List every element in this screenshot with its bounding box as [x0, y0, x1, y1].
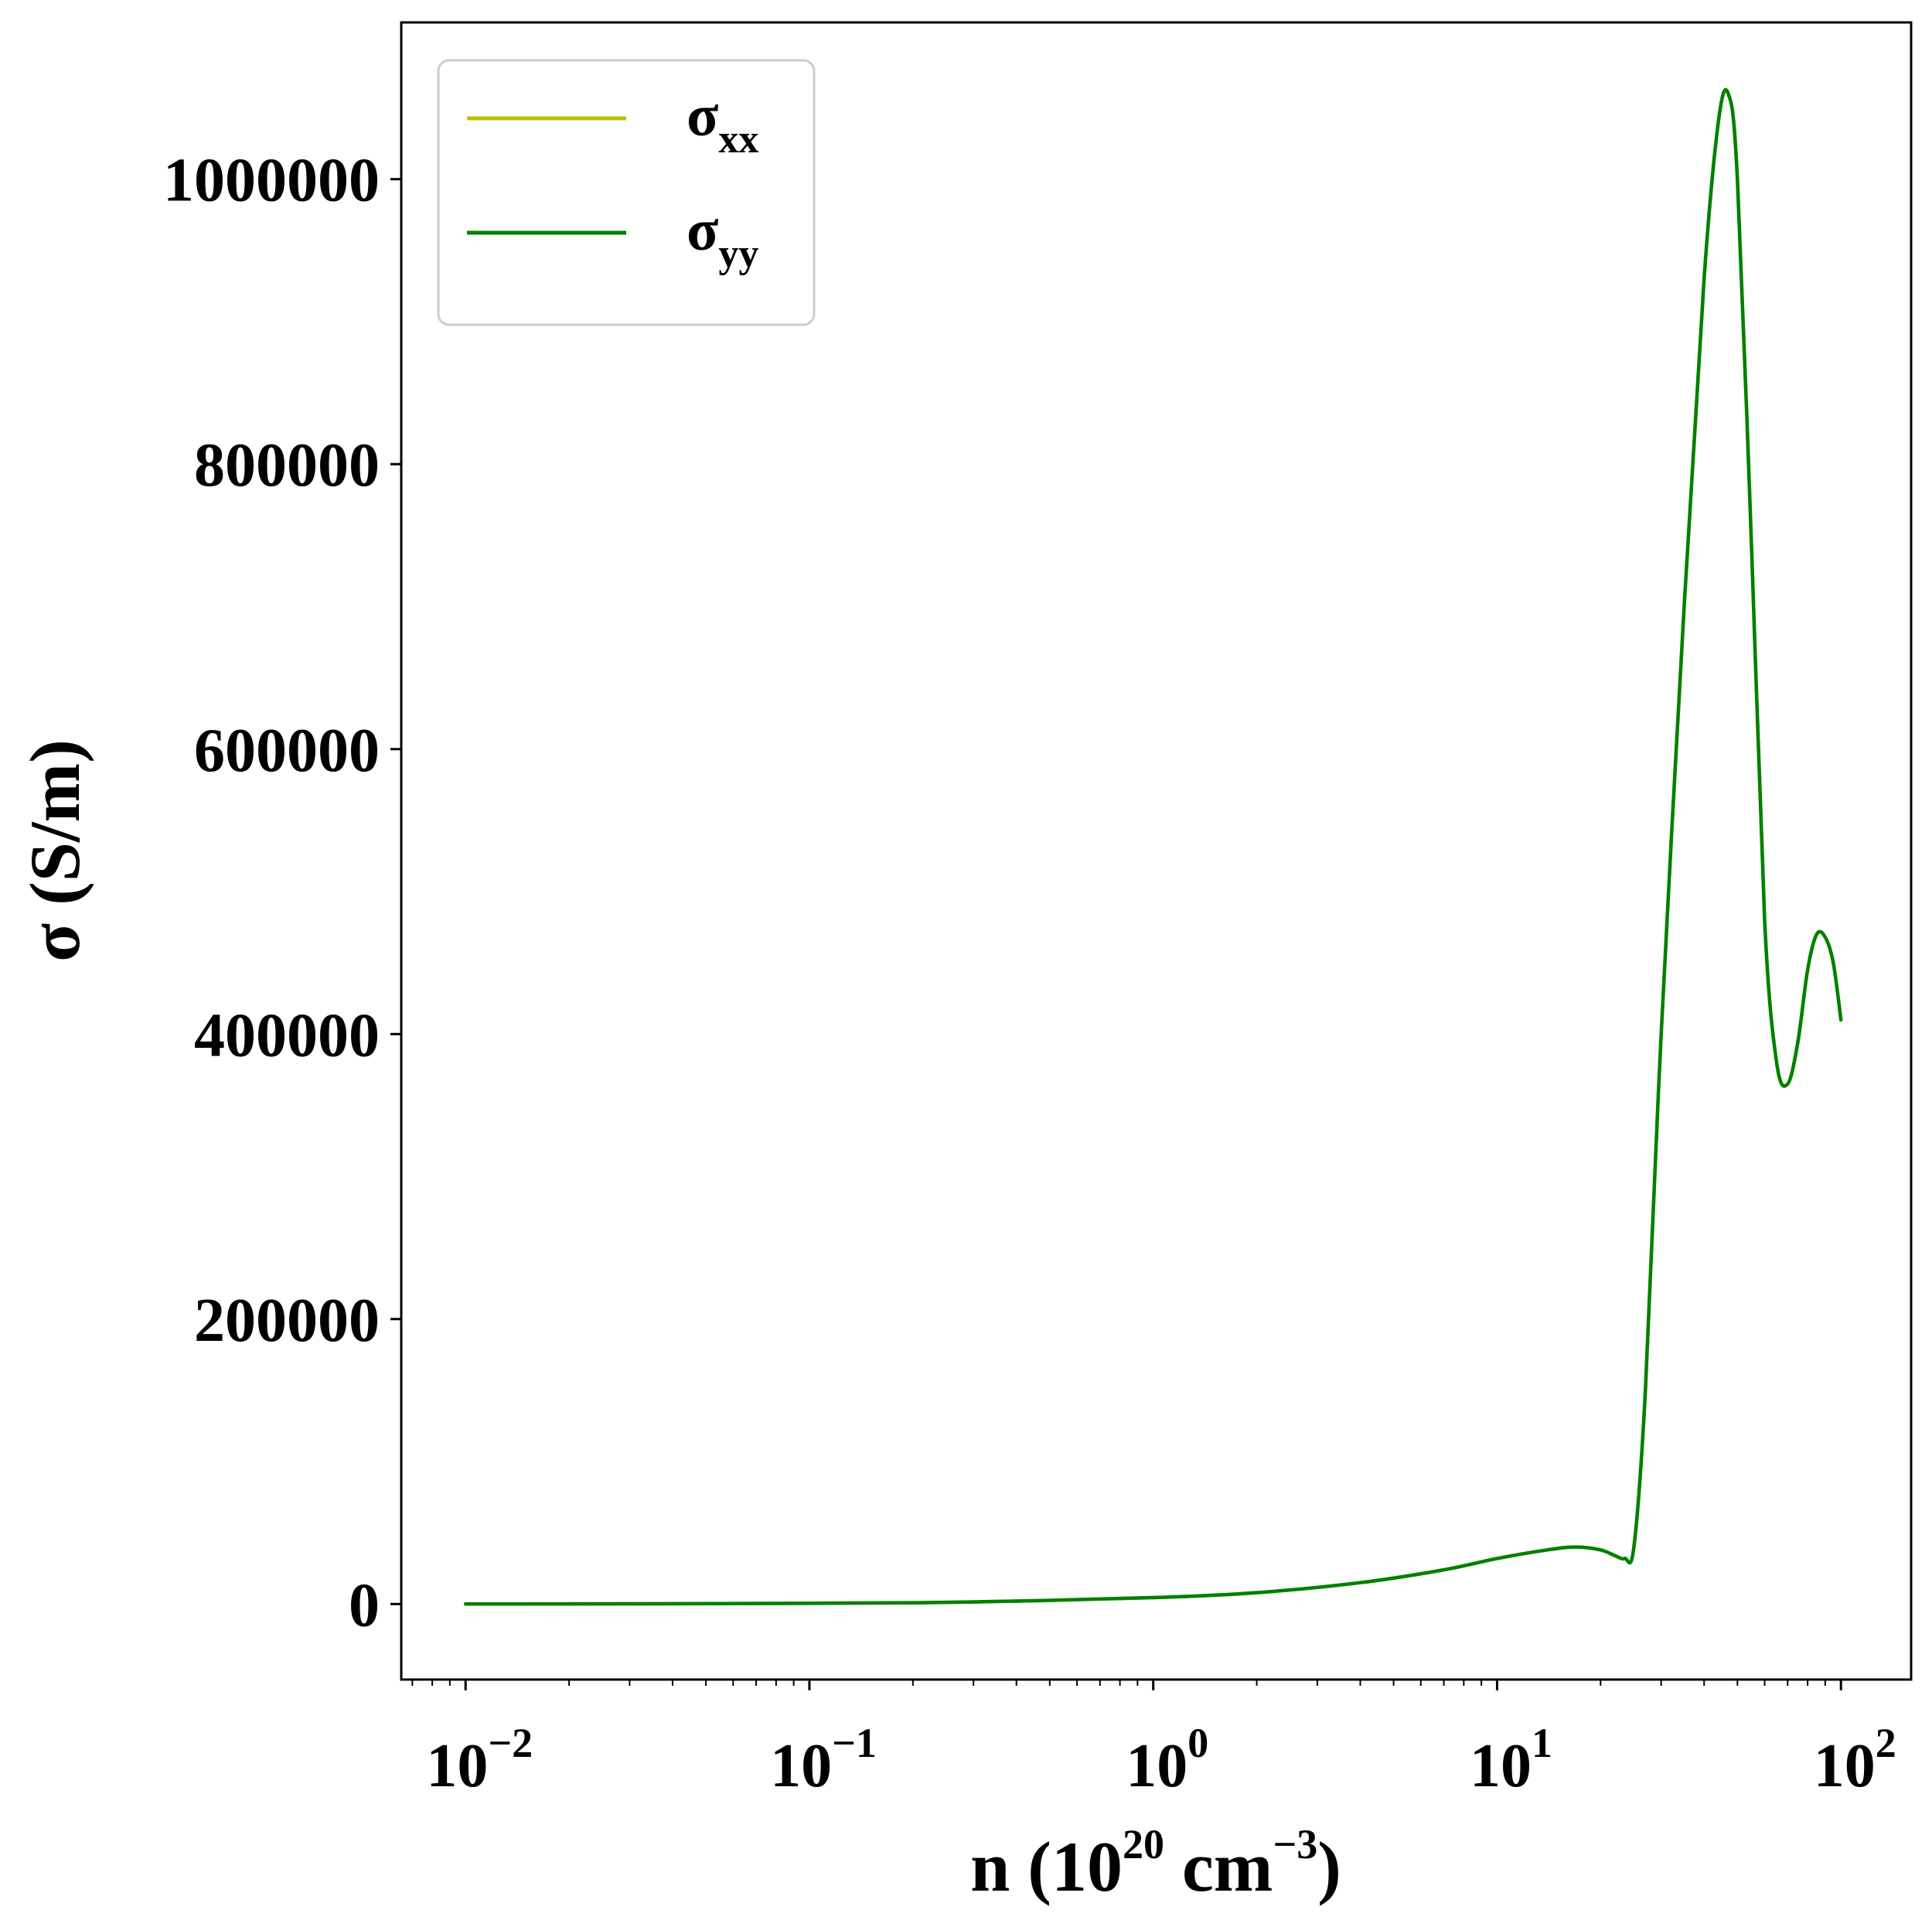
legend-label-yy: σyy	[687, 198, 758, 276]
y-tick-label: 1000000	[163, 147, 380, 215]
y-tick-label: 600000	[194, 717, 380, 785]
y-tick-label: 0	[349, 1571, 380, 1639]
y-tick-label: 800000	[194, 431, 380, 500]
plot-area-frame	[400, 21, 1913, 1681]
x-axis-label: n (1020 cm−3)	[970, 1821, 1341, 1906]
x-tick-label: 101	[1470, 1720, 1552, 1800]
series-layer	[463, 87, 1843, 1606]
legend: σxx σyy	[437, 59, 816, 326]
x-tick-label: 102	[1814, 1720, 1896, 1800]
y-axis-label: σ (S/m)	[15, 739, 94, 962]
x-tick-label: 100	[1126, 1720, 1208, 1800]
x-tick-label: 10−2	[426, 1720, 533, 1800]
legend-box	[437, 59, 816, 326]
y-tick-label: 400000	[194, 1001, 380, 1069]
legend-label-xx: σxx	[687, 84, 758, 162]
series-line-yy	[463, 87, 1843, 1606]
x-tick-label: 10−1	[770, 1720, 877, 1800]
y-tick-label: 200000	[194, 1287, 380, 1355]
ticks-layer: 0 200000 400000 600000 800000 1000000 10−2 10−1…	[163, 147, 1896, 1800]
